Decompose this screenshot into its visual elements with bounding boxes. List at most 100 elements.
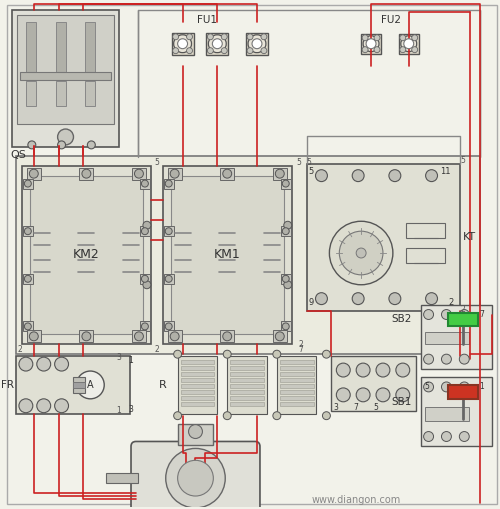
Bar <box>230 360 264 364</box>
Circle shape <box>165 180 172 187</box>
Text: 7: 7 <box>480 310 484 319</box>
Circle shape <box>273 350 281 358</box>
Bar <box>180 390 214 394</box>
Bar <box>74 382 86 388</box>
Circle shape <box>282 275 289 282</box>
Bar <box>180 366 214 370</box>
Circle shape <box>412 35 418 41</box>
Circle shape <box>261 34 267 40</box>
Circle shape <box>322 350 330 358</box>
Text: 1: 1 <box>480 382 484 391</box>
Bar <box>273 330 286 342</box>
Bar <box>23 322 33 331</box>
Bar <box>420 377 492 446</box>
Bar <box>138 10 480 157</box>
Circle shape <box>248 35 266 52</box>
Circle shape <box>282 228 289 235</box>
Bar <box>277 356 316 414</box>
Circle shape <box>223 169 232 178</box>
Circle shape <box>178 460 214 496</box>
Circle shape <box>54 399 68 413</box>
Bar <box>56 81 66 106</box>
Bar <box>180 360 214 364</box>
Text: A: A <box>87 380 94 390</box>
Text: 3: 3 <box>334 403 338 412</box>
Circle shape <box>82 332 91 341</box>
Circle shape <box>165 228 172 235</box>
Circle shape <box>222 48 227 53</box>
Circle shape <box>186 48 192 53</box>
Bar <box>178 423 214 445</box>
Circle shape <box>412 47 418 52</box>
Bar <box>26 81 36 106</box>
Circle shape <box>330 221 393 285</box>
Circle shape <box>424 309 434 320</box>
Text: 2: 2 <box>448 298 454 307</box>
Circle shape <box>273 412 281 419</box>
Bar <box>230 372 264 376</box>
Circle shape <box>37 357 51 371</box>
Circle shape <box>142 228 148 235</box>
Bar <box>16 356 130 414</box>
Circle shape <box>172 48 178 53</box>
Bar <box>16 156 480 354</box>
Bar <box>172 33 194 54</box>
Bar <box>27 330 41 342</box>
Bar <box>132 167 146 180</box>
Circle shape <box>374 35 380 41</box>
Circle shape <box>224 412 231 419</box>
Bar <box>448 313 478 326</box>
Bar <box>163 166 292 344</box>
Text: 2: 2 <box>18 345 22 354</box>
Bar <box>281 274 290 284</box>
Bar <box>180 378 214 382</box>
Circle shape <box>396 363 409 377</box>
Bar <box>23 274 33 284</box>
Bar <box>273 167 286 180</box>
Bar <box>246 33 268 54</box>
Bar <box>406 248 446 263</box>
Text: 5: 5 <box>460 156 465 165</box>
Text: R: R <box>159 380 166 390</box>
Circle shape <box>223 332 232 341</box>
Circle shape <box>460 432 469 441</box>
FancyBboxPatch shape <box>131 441 260 509</box>
Circle shape <box>261 48 267 53</box>
Bar <box>164 179 173 188</box>
Circle shape <box>58 129 74 145</box>
Text: FU2: FU2 <box>381 15 401 25</box>
Circle shape <box>142 180 148 187</box>
Text: 2: 2 <box>460 305 465 314</box>
Text: KT: KT <box>464 232 476 242</box>
Bar <box>406 223 446 238</box>
Bar <box>27 167 41 180</box>
Bar <box>280 402 314 406</box>
Text: 11: 11 <box>440 167 451 176</box>
Circle shape <box>460 354 469 364</box>
Circle shape <box>356 388 370 402</box>
Circle shape <box>134 169 143 178</box>
Bar <box>164 274 173 284</box>
Circle shape <box>424 354 434 364</box>
Circle shape <box>212 39 222 49</box>
Bar <box>180 384 214 388</box>
Circle shape <box>336 388 350 402</box>
Circle shape <box>143 281 151 289</box>
Bar <box>420 304 492 369</box>
Text: 5: 5 <box>155 158 160 167</box>
Circle shape <box>322 412 330 419</box>
Circle shape <box>134 332 143 341</box>
Circle shape <box>88 141 96 149</box>
Bar <box>140 322 150 331</box>
Text: 5: 5 <box>424 382 430 391</box>
Circle shape <box>276 169 284 178</box>
Circle shape <box>376 388 390 402</box>
Circle shape <box>424 432 434 441</box>
Text: 5: 5 <box>306 158 312 167</box>
Circle shape <box>284 221 292 229</box>
Circle shape <box>282 180 289 187</box>
Circle shape <box>208 35 226 52</box>
Circle shape <box>224 350 231 358</box>
Bar <box>12 10 119 147</box>
Bar <box>140 226 150 236</box>
